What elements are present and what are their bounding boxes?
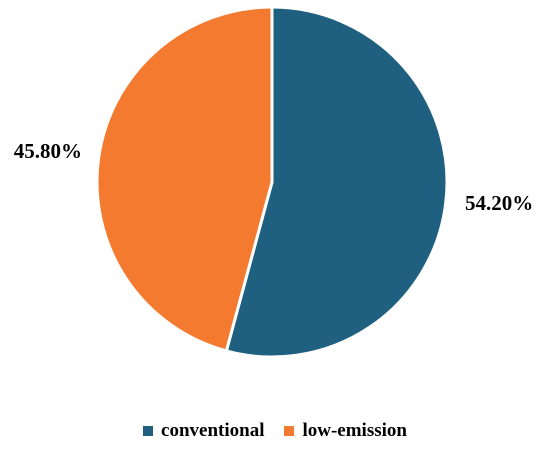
legend-label-conventional: conventional (161, 420, 265, 441)
legend-swatch-low-emission (284, 426, 295, 436)
legend: conventional low-emission (0, 420, 550, 442)
data-label-conventional: 54.20% (465, 191, 533, 215)
legend-label-low-emission: low-emission (302, 420, 407, 441)
legend-swatch-conventional (143, 426, 154, 436)
legend-item-conventional: conventional (143, 420, 264, 442)
pie-slice-low-emission (95, 5, 274, 353)
pie-slices (95, 5, 449, 359)
pie-slice-conventional (224, 5, 449, 359)
legend-item-low-emission: low-emission (284, 420, 407, 442)
data-label-low-emission: 45.80% (14, 139, 82, 163)
